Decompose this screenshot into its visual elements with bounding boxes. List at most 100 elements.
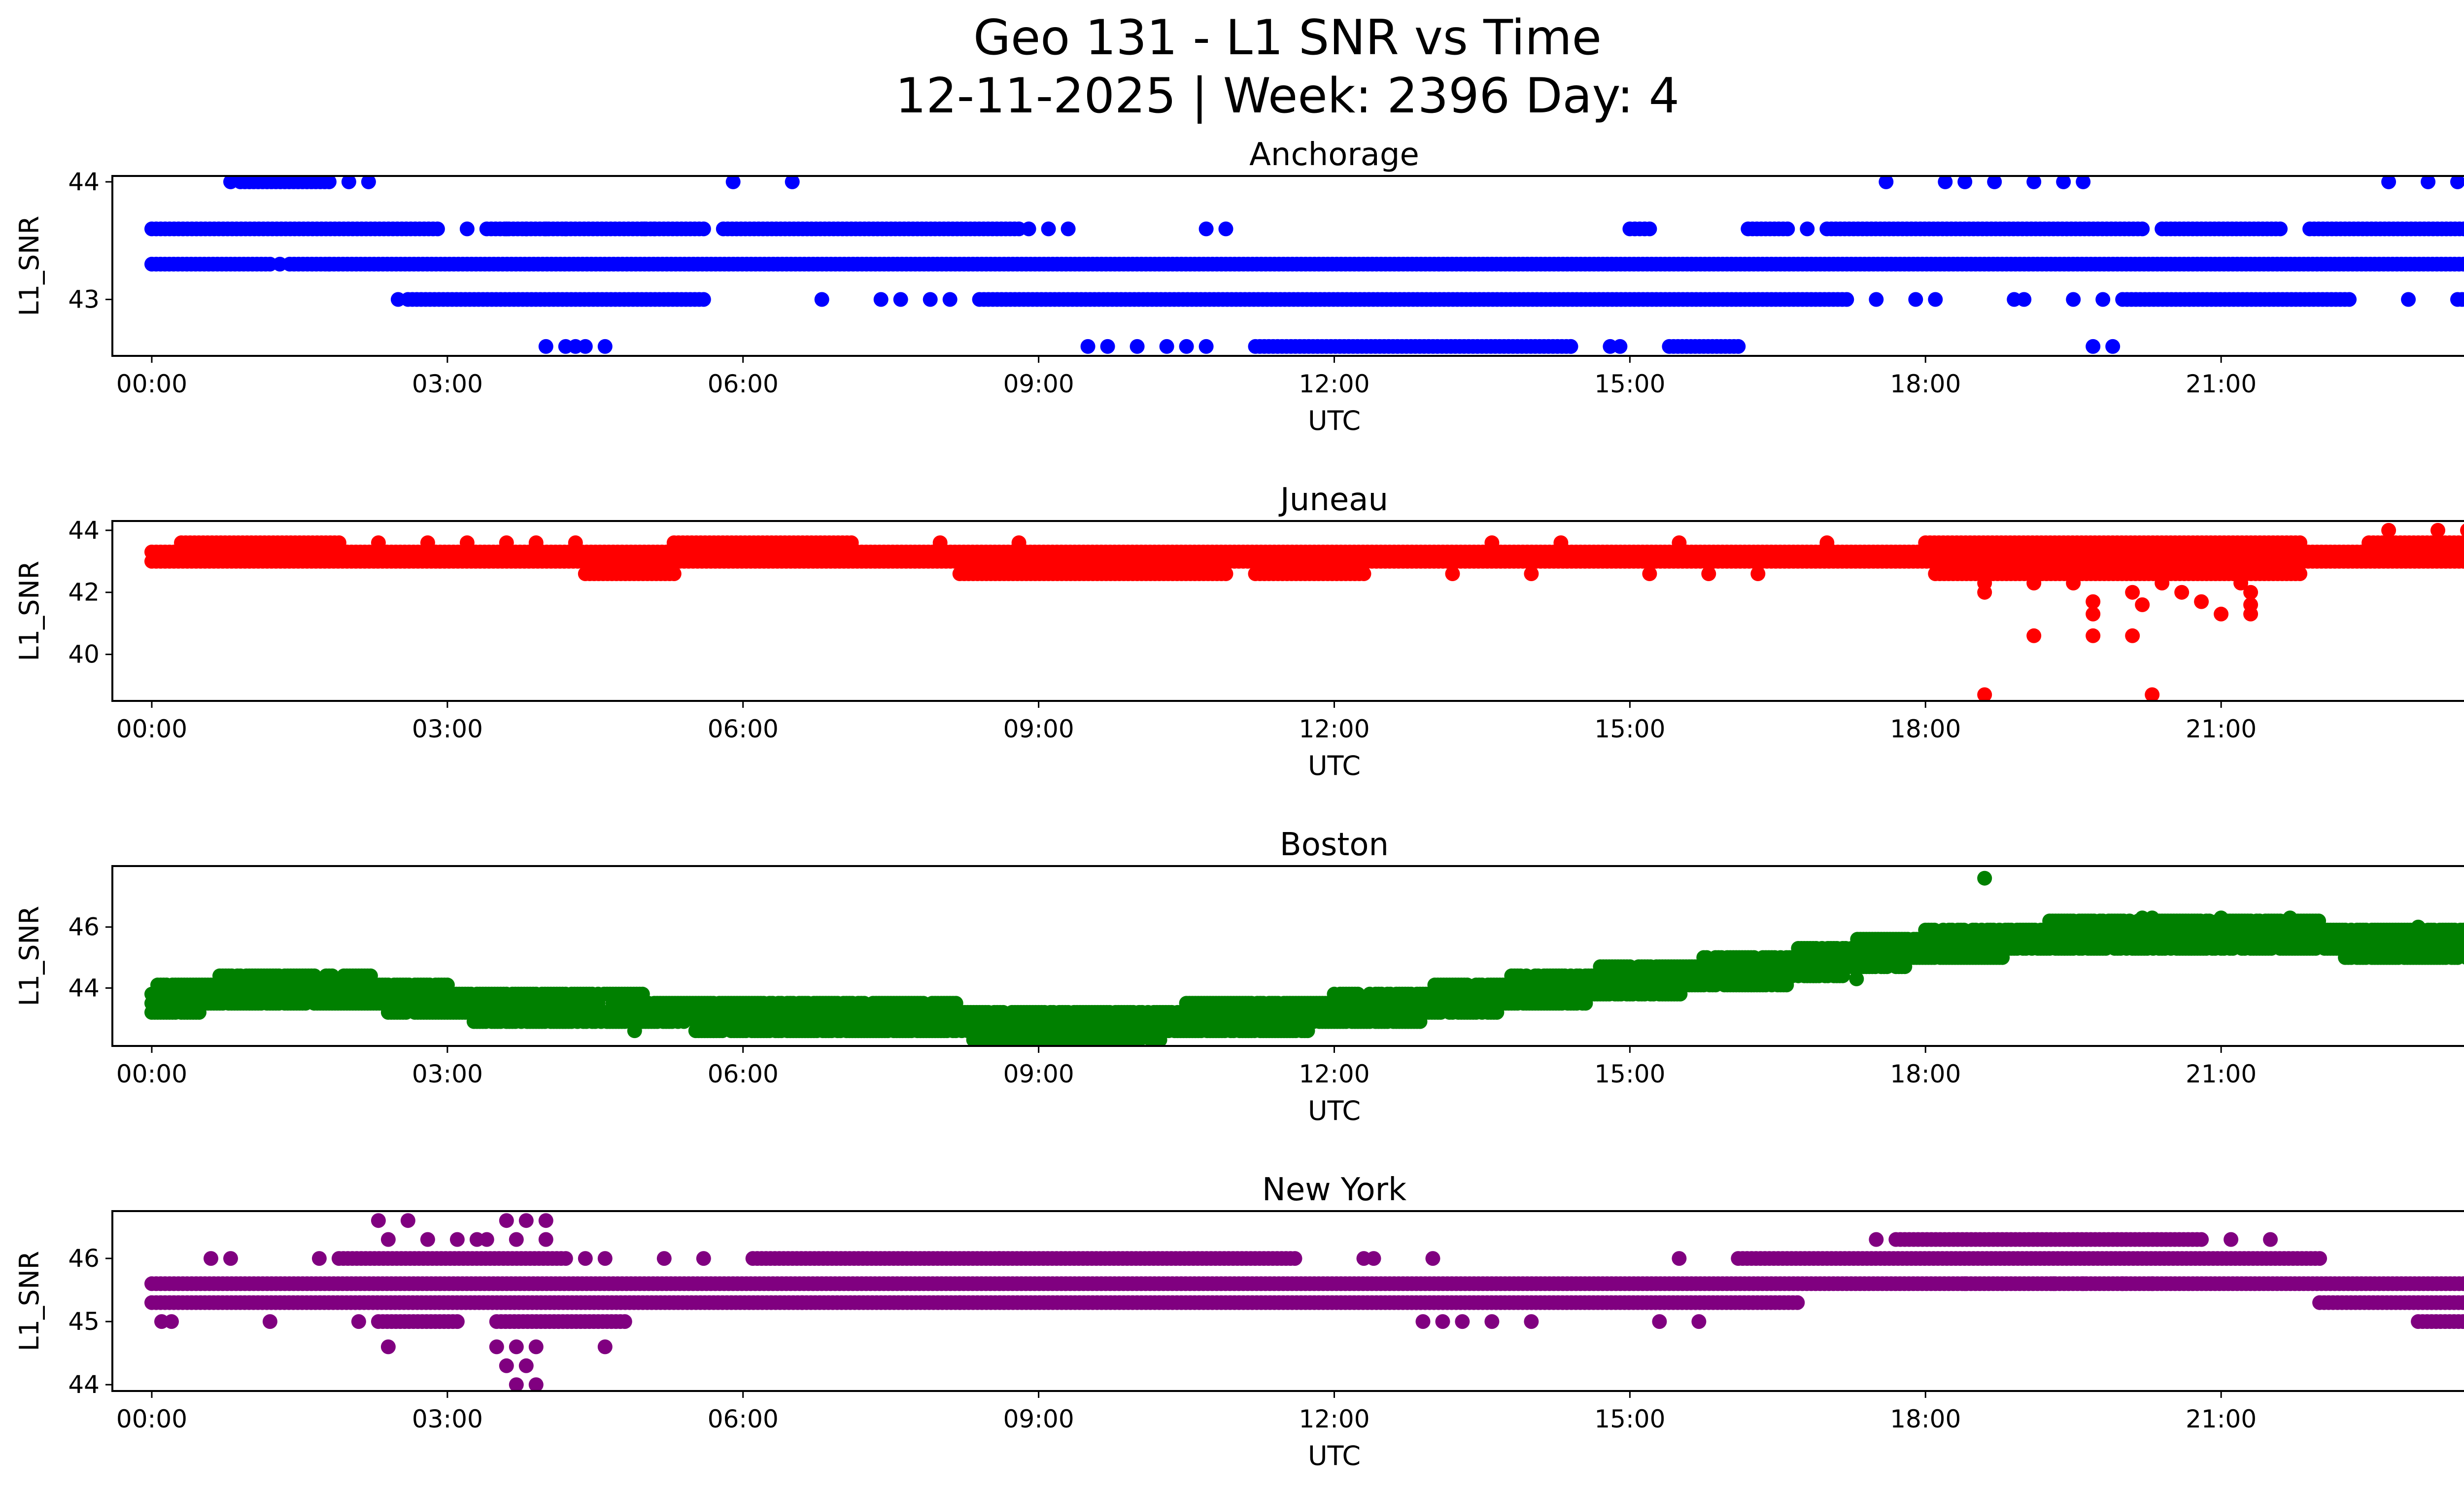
data-point — [1011, 535, 1027, 551]
figure-title-line1: Geo 131 - L1 SNR vs Time — [973, 10, 1602, 66]
x-tick-label: 21:00 — [2186, 370, 2257, 398]
data-point — [2450, 176, 2464, 189]
data-point — [814, 292, 829, 307]
data-point — [1179, 339, 1194, 354]
data-point — [538, 221, 553, 237]
y-tick-label: 44 — [68, 168, 100, 196]
data-point — [932, 535, 948, 551]
data-point — [1869, 292, 1884, 307]
data-point — [2105, 339, 2121, 354]
y-axis-label: L1_SNR — [14, 561, 45, 661]
data-point — [528, 535, 544, 551]
data-point — [1198, 339, 1214, 354]
data-point — [1957, 176, 1973, 189]
data-point — [272, 256, 287, 272]
data-point — [2459, 292, 2464, 307]
data-point — [1021, 221, 1036, 237]
data-point — [1928, 292, 1943, 307]
data-point — [1701, 566, 1716, 581]
data-point — [440, 977, 455, 993]
data-point — [725, 176, 741, 189]
data-point — [2273, 221, 2288, 237]
data-point — [2066, 575, 2081, 591]
data-point — [2125, 628, 2140, 643]
x-tick-label: 03:00 — [412, 715, 483, 743]
data-point — [1987, 176, 2002, 189]
y-tick-label: 42 — [68, 578, 100, 607]
data-point — [2401, 292, 2416, 307]
y-tick-label: 40 — [68, 640, 100, 669]
data-point — [1731, 339, 1746, 354]
data-point — [2381, 522, 2396, 538]
x-axis-label: UTC — [1308, 405, 1361, 436]
data-point — [1938, 176, 1953, 189]
series-1 — [144, 522, 2464, 701]
data-point — [1879, 176, 1894, 189]
data-point — [2461, 223, 2464, 235]
data-point — [390, 292, 406, 307]
data-point — [2214, 606, 2229, 622]
data-point — [2135, 221, 2150, 237]
data-point — [1129, 339, 1145, 354]
data-point — [1080, 339, 1095, 354]
data-point — [2381, 176, 2396, 189]
data-point — [2086, 594, 2101, 609]
x-tick-label: 09:00 — [1003, 715, 1074, 743]
x-tick-label: 09:00 — [1003, 370, 1074, 398]
data-point — [2135, 597, 2150, 612]
data-point — [2086, 606, 2101, 622]
data-point — [2026, 575, 2042, 591]
data-point — [2086, 339, 2101, 354]
x-tick-label: 15:00 — [1594, 715, 1665, 743]
subplot-title: Boston — [1280, 827, 1389, 863]
data-point — [2125, 585, 2140, 600]
data-point — [371, 535, 386, 551]
data-point — [597, 339, 613, 354]
x-tick-label: 06:00 — [708, 715, 779, 743]
data-point — [942, 292, 958, 307]
x-tick-label: 12:00 — [1299, 715, 1369, 743]
data-point — [1563, 339, 1578, 354]
y-tick-label: 44 — [68, 516, 100, 545]
data-point — [2293, 566, 2308, 581]
data-point — [1977, 585, 1992, 600]
data-point — [341, 176, 356, 189]
data-point — [1100, 339, 1115, 354]
data-point — [2086, 628, 2101, 643]
data-point — [2421, 176, 2436, 189]
data-point — [1218, 566, 1233, 581]
data-point — [1218, 221, 1233, 237]
data-point — [1524, 566, 1539, 581]
data-point — [1484, 535, 1500, 551]
x-tick-label: 03:00 — [412, 370, 483, 398]
data-point — [2026, 176, 2042, 189]
data-point — [1612, 339, 1628, 354]
data-point — [2026, 628, 2042, 643]
x-tick-label: 15:00 — [1594, 370, 1665, 398]
data-point — [361, 176, 376, 189]
data-point — [696, 292, 711, 307]
data-point — [499, 221, 514, 237]
data-point — [558, 221, 573, 237]
data-point — [459, 221, 475, 237]
data-point — [1780, 221, 1795, 237]
data-point — [2460, 523, 2464, 537]
data-point — [2145, 687, 2160, 701]
data-point — [1819, 535, 1835, 551]
x-tick-label: 18:00 — [1890, 370, 1961, 398]
data-point — [499, 535, 514, 551]
data-point — [785, 176, 800, 189]
data-point — [1159, 339, 1174, 354]
data-point — [2430, 522, 2445, 538]
x-tick-label: 00:00 — [116, 715, 187, 743]
data-point — [2461, 555, 2464, 568]
data-point — [2194, 594, 2209, 609]
data-point — [1908, 292, 1923, 307]
x-tick-label: 12:00 — [1299, 370, 1369, 398]
data-point — [873, 292, 889, 307]
data-point — [893, 292, 908, 307]
